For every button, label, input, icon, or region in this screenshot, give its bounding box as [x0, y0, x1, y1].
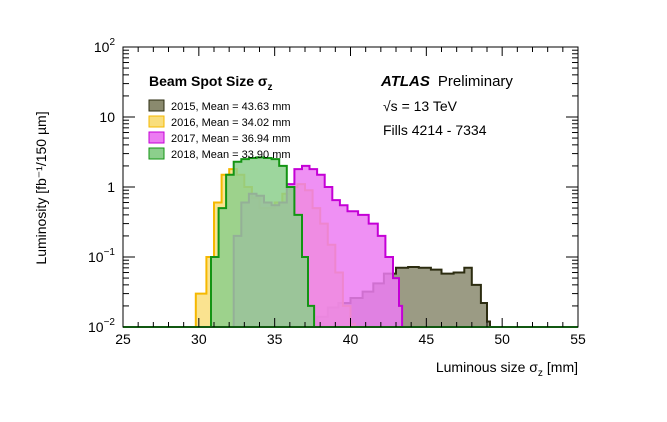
x-tick-label: 35: [267, 331, 283, 347]
legend-label-1: 2016, Mean = 34.02 mm: [171, 117, 291, 129]
legend-swatch-2: [148, 131, 165, 144]
energy-value: = 13 TeV: [398, 98, 458, 114]
chart-title: Beam Spot Size σz: [149, 73, 273, 93]
legend: 2015, Mean = 43.63 mm 2016, Mean = 34.02 …: [148, 99, 291, 161]
experiment-status: Preliminary: [438, 73, 514, 90]
y-tick-label: 10: [99, 109, 115, 125]
x-tick-label: 55: [570, 331, 586, 347]
y-tick-label: 10−1: [88, 247, 115, 265]
x-axis-label: Luminous size σz [mm]: [436, 359, 578, 379]
x-tick-label: 40: [343, 331, 359, 347]
y-tick-label-base: 10: [88, 249, 104, 265]
energy-sqrt-s: √s: [383, 98, 398, 114]
experiment-label: ATLAS Preliminary: [380, 73, 513, 90]
x-tick-label: 25: [115, 331, 131, 347]
y-tick-label-base: 1: [107, 179, 115, 195]
x-tick-label: 30: [191, 331, 207, 347]
y-tick-label-base: 10: [99, 109, 115, 125]
fills-label: Fills 4214 - 7334: [383, 122, 487, 138]
chart-title-main: Beam Spot Size σ: [149, 73, 268, 89]
y-tick-label: 102: [94, 37, 116, 55]
x-tick-label: 50: [494, 331, 510, 347]
y-tick-label-base: 10: [88, 319, 104, 335]
y-tick-label-base: 10: [94, 39, 110, 55]
legend-swatch-0: [148, 99, 165, 112]
legend-label-0: 2015, Mean = 43.63 mm: [171, 101, 291, 113]
y-tick-label: 1: [107, 179, 115, 195]
energy-label: √s = 13 TeV: [383, 98, 458, 114]
x-tick-label: 45: [419, 331, 435, 347]
x-axis-label-subscript: z: [538, 368, 543, 379]
y-tick-label-exponent: −1: [104, 247, 116, 258]
legend-label-2: 2017, Mean = 36.94 mm: [171, 133, 291, 145]
legend-label-3: 2018, Mean = 33.90 mm: [171, 149, 291, 161]
legend-swatch-3: [148, 147, 165, 160]
x-axis-label-main: Luminous size σ: [436, 359, 538, 375]
experiment-name: ATLAS: [380, 73, 430, 90]
series-area-3: [201, 156, 316, 328]
y-tick-label-exponent: 2: [109, 37, 115, 48]
y-tick-label-exponent: −2: [104, 317, 116, 328]
series-areas: [123, 156, 578, 328]
legend-swatch-1: [148, 115, 165, 128]
x-axis-label-unit: [mm]: [547, 359, 578, 375]
axes: [122, 46, 579, 328]
y-tick-label: 10−2: [88, 317, 115, 335]
chart-title-subscript: z: [268, 82, 273, 93]
y-axis-label: Luminosity [fb⁻¹/150 µm]: [33, 111, 49, 264]
